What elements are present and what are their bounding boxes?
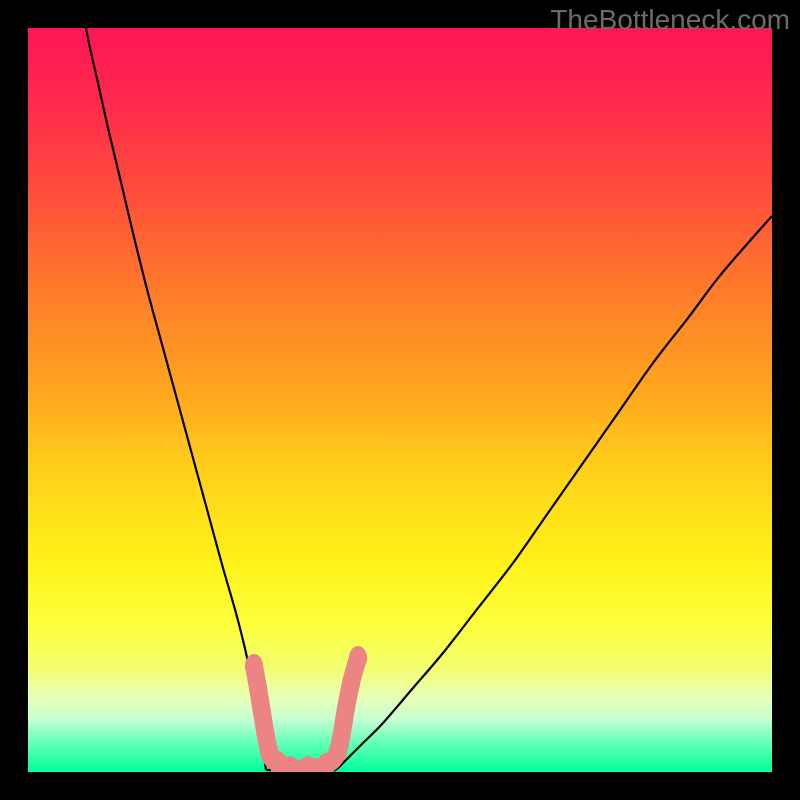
chart-frame: TheBottleneck.com [0,0,800,800]
marker-point-9 [342,671,360,695]
marker-point-8 [337,696,355,720]
marker-point-0 [245,654,263,678]
marker-point-7 [329,739,347,763]
marker-point-10 [349,646,367,670]
gradient-background [28,28,772,772]
watermark-text: TheBottleneck.com [550,4,790,36]
plot-area [28,28,772,772]
marker-point-1 [249,676,267,700]
plot-svg [28,28,772,772]
